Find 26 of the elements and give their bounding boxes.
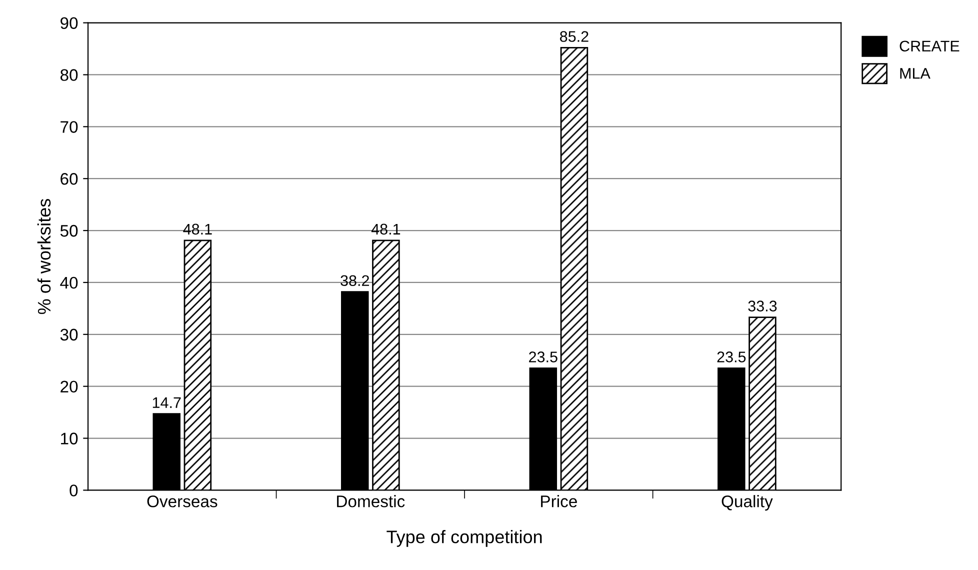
y-tick-label: 40: [60, 276, 78, 289]
y-tick-label: 90: [60, 17, 78, 30]
data-label: 23.5: [529, 352, 558, 362]
y-tick-label: 80: [60, 69, 78, 81]
x-tick-label: Overseas: [147, 496, 218, 508]
y-tick-label: 30: [60, 328, 78, 341]
y-tick-label: 50: [60, 224, 78, 237]
x-tick-label: Quality: [722, 495, 773, 511]
data-label: 38.2: [340, 275, 369, 286]
y-tick-label: 0: [70, 484, 78, 496]
x-axis-title: Type of competition: [386, 530, 542, 547]
data-label: 33.3: [748, 300, 777, 312]
legend-label: MLA: [900, 68, 930, 79]
x-tick-label: Domestic: [337, 495, 405, 508]
data-label: 85.2: [560, 31, 588, 42]
legend-label: CREATE: [900, 40, 960, 52]
y-tick-label: 10: [61, 432, 78, 444]
data-label: 14.7: [152, 397, 181, 408]
y-tick-label: 70: [60, 121, 78, 133]
y-axis-title: % of worksites: [37, 198, 51, 314]
x-tick-label: Price: [541, 495, 577, 508]
data-label: 48.1: [371, 224, 400, 235]
y-tick-label: 20: [60, 380, 78, 393]
data-label: 23.5: [717, 352, 746, 362]
data-label: 48.1: [183, 224, 212, 235]
y-tick-label: 60: [60, 173, 78, 185]
